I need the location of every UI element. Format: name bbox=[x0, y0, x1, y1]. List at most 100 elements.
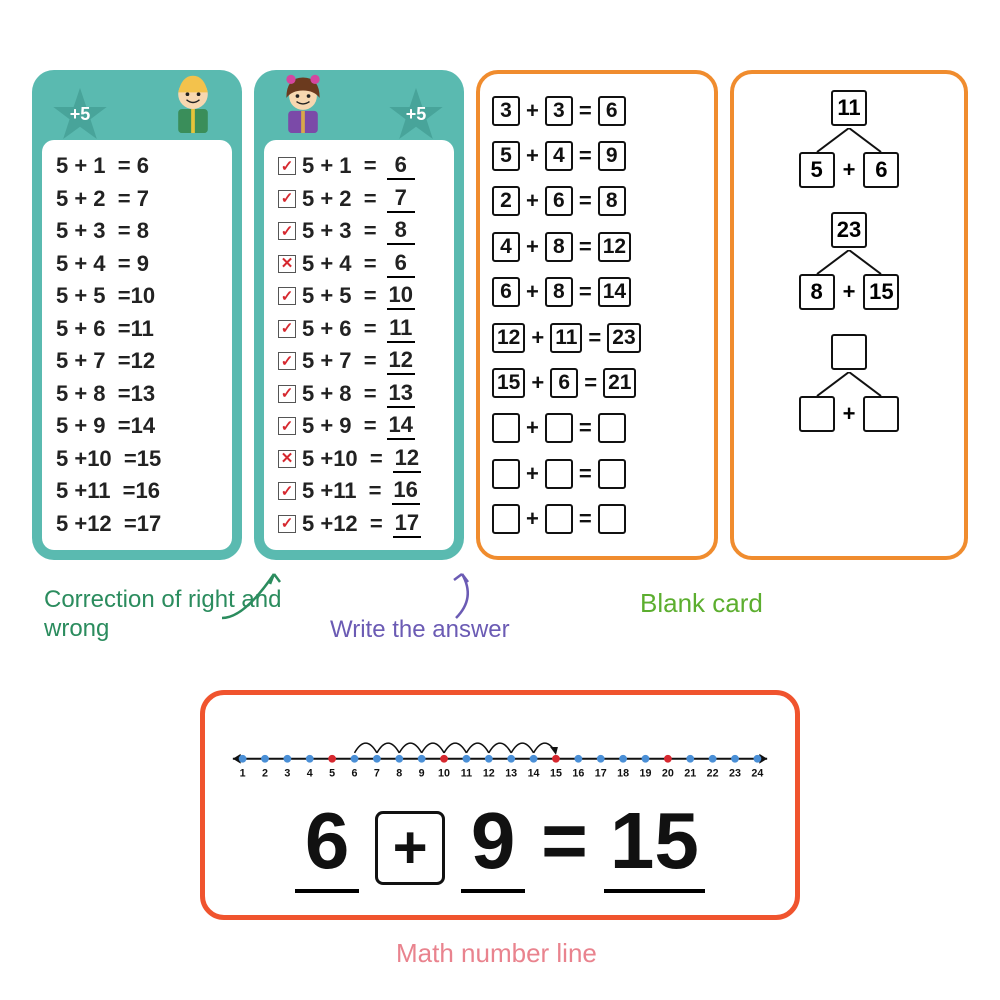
svg-text:3: 3 bbox=[284, 767, 290, 779]
girl-reading-icon bbox=[266, 72, 340, 146]
write-answer-list: ✓5 + 1 = 6✓5 + 2 = 7✓5 + 3 = 8✕5 + 4 = 6… bbox=[264, 140, 454, 550]
written-answer[interactable]: 12 bbox=[393, 445, 421, 473]
number-box[interactable]: 8 bbox=[545, 277, 573, 307]
plus-sign: + bbox=[526, 143, 539, 169]
equation-row: 3+3=6 bbox=[492, 96, 702, 126]
number-box[interactable]: 21 bbox=[603, 368, 636, 398]
tree-left-box[interactable] bbox=[799, 396, 835, 432]
written-answer[interactable]: 14 bbox=[387, 412, 415, 440]
plus-sign: + bbox=[526, 98, 539, 124]
number-box[interactable]: 6 bbox=[545, 186, 573, 216]
written-answer[interactable]: 11 bbox=[387, 315, 415, 343]
number-box[interactable]: 15 bbox=[492, 368, 525, 398]
tree-left-box[interactable]: 8 bbox=[799, 274, 835, 310]
equation-row: 5 + 8 =13 bbox=[56, 381, 218, 407]
equation-row: ✓5 +12 = 17 bbox=[278, 510, 440, 538]
number-box[interactable]: 3 bbox=[492, 96, 520, 126]
tree-top-box[interactable]: 11 bbox=[831, 90, 867, 126]
number-box[interactable]: 23 bbox=[607, 323, 640, 353]
tree-top-box[interactable] bbox=[831, 334, 867, 370]
number-box[interactable]: 9 bbox=[598, 141, 626, 171]
cross-icon: ✕ bbox=[278, 255, 296, 273]
written-answer[interactable]: 12 bbox=[387, 347, 415, 375]
svg-text:6: 6 bbox=[352, 767, 358, 779]
equals-sign: = bbox=[579, 279, 592, 305]
svg-text:15: 15 bbox=[550, 767, 562, 779]
number-box[interactable] bbox=[492, 459, 520, 489]
tree-top-box[interactable]: 23 bbox=[831, 212, 867, 248]
equals-sign: = bbox=[579, 188, 592, 214]
written-answer[interactable]: 16 bbox=[392, 477, 420, 505]
svg-text:11: 11 bbox=[461, 767, 472, 779]
number-box[interactable]: 4 bbox=[492, 232, 520, 262]
number-line-equation: 6 + 9 = 15 bbox=[295, 795, 705, 893]
written-answer[interactable]: 17 bbox=[393, 510, 421, 538]
svg-text:4: 4 bbox=[307, 767, 313, 779]
written-answer[interactable]: 6 bbox=[387, 152, 415, 180]
equation-row: 4+8=12 bbox=[492, 232, 702, 262]
svg-text:18: 18 bbox=[617, 767, 629, 779]
number-box[interactable]: 2 bbox=[492, 186, 520, 216]
svg-text:2: 2 bbox=[262, 767, 268, 779]
equation-row: 5 +10 =15 bbox=[56, 446, 218, 472]
number-box[interactable]: 6 bbox=[598, 96, 626, 126]
plus-sign: + bbox=[843, 279, 856, 305]
number-box[interactable]: 14 bbox=[598, 277, 631, 307]
number-box[interactable]: 3 bbox=[545, 96, 573, 126]
equation-row: ✓5 + 9 = 14 bbox=[278, 412, 440, 440]
equation-row: ✓5 + 8 = 13 bbox=[278, 380, 440, 408]
number-box[interactable] bbox=[492, 413, 520, 443]
number-box[interactable] bbox=[598, 459, 626, 489]
number-box[interactable]: 6 bbox=[550, 368, 578, 398]
equals-sign: = bbox=[588, 325, 601, 351]
number-box[interactable] bbox=[598, 504, 626, 534]
equation-row: 5 + 3 = 8 bbox=[56, 218, 218, 244]
number-box[interactable] bbox=[545, 459, 573, 489]
plus-sign: + bbox=[531, 325, 544, 351]
number-bond-tree: 115+6 bbox=[799, 90, 900, 188]
svg-text:14: 14 bbox=[528, 767, 540, 779]
number-bond-tree: + bbox=[799, 334, 900, 432]
written-answer[interactable]: 8 bbox=[387, 217, 415, 245]
equation-row: 5+4=9 bbox=[492, 141, 702, 171]
number-box[interactable]: 8 bbox=[598, 186, 626, 216]
card-number-bonds: 115+6238+15+ bbox=[730, 70, 968, 560]
tree-right-box[interactable]: 6 bbox=[863, 152, 899, 188]
number-box[interactable] bbox=[492, 504, 520, 534]
tree-left-box[interactable]: 5 bbox=[799, 152, 835, 188]
number-box[interactable] bbox=[545, 413, 573, 443]
number-box[interactable] bbox=[598, 413, 626, 443]
number-box[interactable]: 5 bbox=[492, 141, 520, 171]
number-box[interactable]: 6 bbox=[492, 277, 520, 307]
check-icon: ✓ bbox=[278, 417, 296, 435]
badge-plus5: +5 bbox=[394, 92, 438, 136]
tree-right-box[interactable]: 15 bbox=[863, 274, 899, 310]
svg-text:23: 23 bbox=[729, 767, 741, 779]
tree-right-box[interactable] bbox=[863, 396, 899, 432]
equation-row: ✓5 + 7 = 12 bbox=[278, 347, 440, 375]
equals-sign: = bbox=[579, 461, 592, 487]
svg-text:20: 20 bbox=[662, 767, 674, 779]
number-box[interactable]: 12 bbox=[598, 232, 631, 262]
written-answer[interactable]: 6 bbox=[387, 250, 415, 278]
equation-row: ✓5 + 6 = 11 bbox=[278, 315, 440, 343]
number-box[interactable] bbox=[545, 504, 573, 534]
arrow-icon bbox=[442, 568, 482, 624]
equation-row: 5 + 7 =12 bbox=[56, 348, 218, 374]
svg-text:8: 8 bbox=[396, 767, 402, 779]
equation-row: 5 + 2 = 7 bbox=[56, 186, 218, 212]
number-box[interactable]: 4 bbox=[545, 141, 573, 171]
number-box[interactable]: 11 bbox=[550, 323, 582, 353]
svg-text:24: 24 bbox=[751, 767, 763, 779]
written-answer[interactable]: 7 bbox=[387, 185, 415, 213]
plus-sign: + bbox=[843, 401, 856, 427]
equation-row: ✓5 + 1 = 6 bbox=[278, 152, 440, 180]
written-answer[interactable]: 10 bbox=[387, 282, 415, 310]
number-line: 123456789101112131415161718192021222324 bbox=[227, 713, 773, 785]
written-answer[interactable]: 13 bbox=[387, 380, 415, 408]
number-bond-tree: 23 8 +15 bbox=[799, 212, 900, 310]
svg-text:21: 21 bbox=[684, 767, 696, 779]
equation-row: 5 + 9 =14 bbox=[56, 413, 218, 439]
number-box[interactable]: 12 bbox=[492, 323, 525, 353]
number-box[interactable]: 8 bbox=[545, 232, 573, 262]
